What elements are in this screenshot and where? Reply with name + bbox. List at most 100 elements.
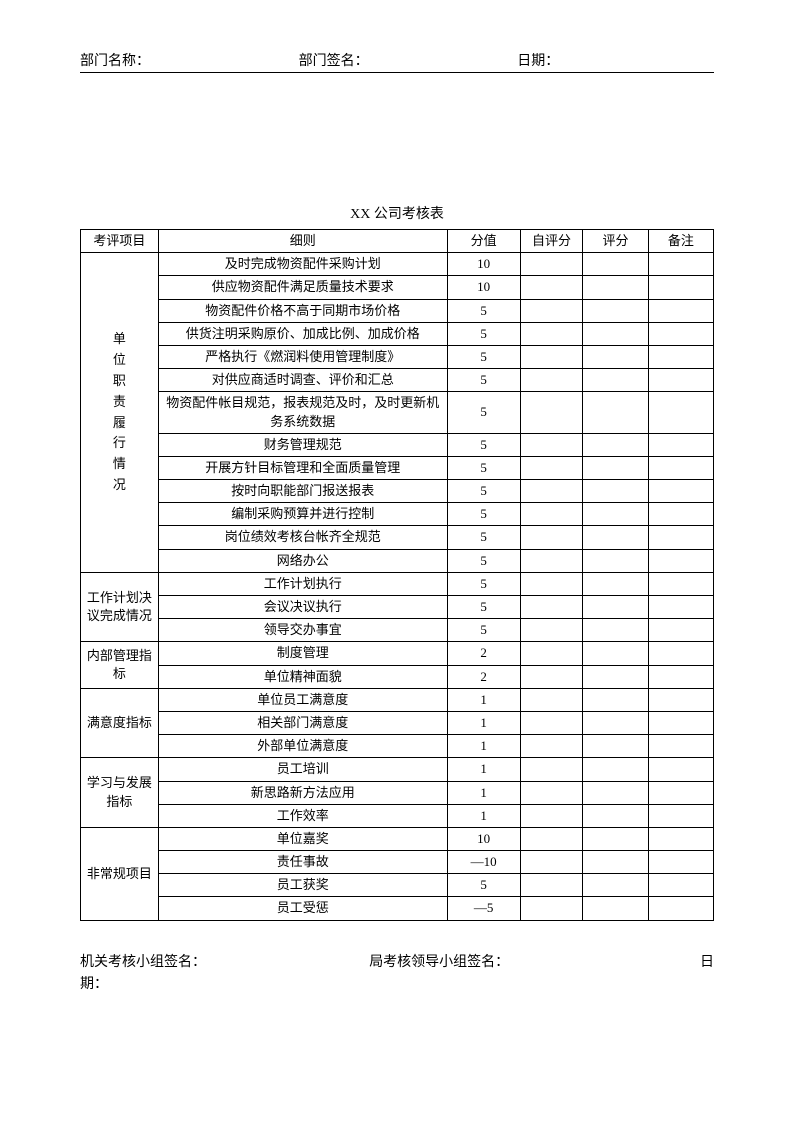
detail-cell: 物资配件价格不高于同期市场价格 bbox=[158, 299, 447, 322]
note-cell[interactable] bbox=[648, 345, 713, 368]
rating-cell[interactable] bbox=[583, 827, 648, 850]
self-cell[interactable] bbox=[520, 276, 583, 299]
note-cell[interactable] bbox=[648, 874, 713, 897]
table-row: 内部管理指标制度管理2 bbox=[81, 642, 714, 665]
detail-cell: 新思路新方法应用 bbox=[158, 781, 447, 804]
rating-cell[interactable] bbox=[583, 735, 648, 758]
self-cell[interactable] bbox=[520, 665, 583, 688]
rating-cell[interactable] bbox=[583, 392, 648, 433]
self-cell[interactable] bbox=[520, 345, 583, 368]
self-cell[interactable] bbox=[520, 688, 583, 711]
note-cell[interactable] bbox=[648, 851, 713, 874]
score-cell: —10 bbox=[447, 851, 520, 874]
self-cell[interactable] bbox=[520, 549, 583, 572]
note-cell[interactable] bbox=[648, 804, 713, 827]
table-row: 按时向职能部门报送报表5 bbox=[81, 480, 714, 503]
rating-cell[interactable] bbox=[583, 711, 648, 734]
note-cell[interactable] bbox=[648, 758, 713, 781]
note-cell[interactable] bbox=[648, 526, 713, 549]
note-cell[interactable] bbox=[648, 781, 713, 804]
self-cell[interactable] bbox=[520, 503, 583, 526]
self-cell[interactable] bbox=[520, 874, 583, 897]
rating-cell[interactable] bbox=[583, 572, 648, 595]
rating-cell[interactable] bbox=[583, 897, 648, 920]
self-cell[interactable] bbox=[520, 526, 583, 549]
self-cell[interactable] bbox=[520, 480, 583, 503]
self-cell[interactable] bbox=[520, 596, 583, 619]
table-row: 财务管理规范5 bbox=[81, 433, 714, 456]
self-cell[interactable] bbox=[520, 897, 583, 920]
rating-cell[interactable] bbox=[583, 322, 648, 345]
note-cell[interactable] bbox=[648, 596, 713, 619]
self-cell[interactable] bbox=[520, 433, 583, 456]
note-cell[interactable] bbox=[648, 619, 713, 642]
rating-cell[interactable] bbox=[583, 781, 648, 804]
note-cell[interactable] bbox=[648, 897, 713, 920]
score-cell: 5 bbox=[447, 874, 520, 897]
self-cell[interactable] bbox=[520, 735, 583, 758]
rating-cell[interactable] bbox=[583, 619, 648, 642]
self-cell[interactable] bbox=[520, 781, 583, 804]
rating-cell[interactable] bbox=[583, 688, 648, 711]
rating-cell[interactable] bbox=[583, 642, 648, 665]
rating-cell[interactable] bbox=[583, 874, 648, 897]
rating-cell[interactable] bbox=[583, 851, 648, 874]
rating-cell[interactable] bbox=[583, 596, 648, 619]
rating-cell[interactable] bbox=[583, 665, 648, 688]
rating-cell[interactable] bbox=[583, 758, 648, 781]
rating-cell[interactable] bbox=[583, 549, 648, 572]
note-cell[interactable] bbox=[648, 735, 713, 758]
detail-cell: 按时向职能部门报送报表 bbox=[158, 480, 447, 503]
note-cell[interactable] bbox=[648, 572, 713, 595]
rating-cell[interactable] bbox=[583, 276, 648, 299]
note-cell[interactable] bbox=[648, 253, 713, 276]
note-cell[interactable] bbox=[648, 711, 713, 734]
rating-cell[interactable] bbox=[583, 456, 648, 479]
rating-cell[interactable] bbox=[583, 503, 648, 526]
note-cell[interactable] bbox=[648, 827, 713, 850]
note-cell[interactable] bbox=[648, 503, 713, 526]
self-cell[interactable] bbox=[520, 711, 583, 734]
note-cell[interactable] bbox=[648, 549, 713, 572]
self-cell[interactable] bbox=[520, 369, 583, 392]
detail-cell: 员工获奖 bbox=[158, 874, 447, 897]
note-cell[interactable] bbox=[648, 369, 713, 392]
rating-cell[interactable] bbox=[583, 433, 648, 456]
rating-cell[interactable] bbox=[583, 345, 648, 368]
self-cell[interactable] bbox=[520, 758, 583, 781]
self-cell[interactable] bbox=[520, 253, 583, 276]
score-cell: 1 bbox=[447, 711, 520, 734]
note-cell[interactable] bbox=[648, 299, 713, 322]
note-cell[interactable] bbox=[648, 456, 713, 479]
table-row: 会议决议执行5 bbox=[81, 596, 714, 619]
rating-cell[interactable] bbox=[583, 480, 648, 503]
rating-cell[interactable] bbox=[583, 299, 648, 322]
note-cell[interactable] bbox=[648, 322, 713, 345]
score-cell: 1 bbox=[447, 804, 520, 827]
note-cell[interactable] bbox=[648, 642, 713, 665]
note-cell[interactable] bbox=[648, 665, 713, 688]
table-row: 学习与发展指标员工培训1 bbox=[81, 758, 714, 781]
detail-cell: 财务管理规范 bbox=[158, 433, 447, 456]
self-cell[interactable] bbox=[520, 642, 583, 665]
self-cell[interactable] bbox=[520, 299, 583, 322]
note-cell[interactable] bbox=[648, 392, 713, 433]
self-cell[interactable] bbox=[520, 392, 583, 433]
rating-cell[interactable] bbox=[583, 253, 648, 276]
score-cell: 5 bbox=[447, 299, 520, 322]
rating-cell[interactable] bbox=[583, 804, 648, 827]
rating-cell[interactable] bbox=[583, 369, 648, 392]
self-cell[interactable] bbox=[520, 572, 583, 595]
note-cell[interactable] bbox=[648, 433, 713, 456]
self-cell[interactable] bbox=[520, 456, 583, 479]
self-cell[interactable] bbox=[520, 851, 583, 874]
note-cell[interactable] bbox=[648, 276, 713, 299]
self-cell[interactable] bbox=[520, 322, 583, 345]
self-cell[interactable] bbox=[520, 804, 583, 827]
self-cell[interactable] bbox=[520, 827, 583, 850]
note-cell[interactable] bbox=[648, 480, 713, 503]
rating-cell[interactable] bbox=[583, 526, 648, 549]
table-row: 外部单位满意度1 bbox=[81, 735, 714, 758]
note-cell[interactable] bbox=[648, 688, 713, 711]
self-cell[interactable] bbox=[520, 619, 583, 642]
